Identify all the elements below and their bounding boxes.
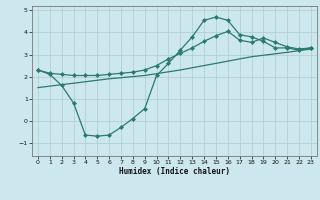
X-axis label: Humidex (Indice chaleur): Humidex (Indice chaleur) [119,167,230,176]
